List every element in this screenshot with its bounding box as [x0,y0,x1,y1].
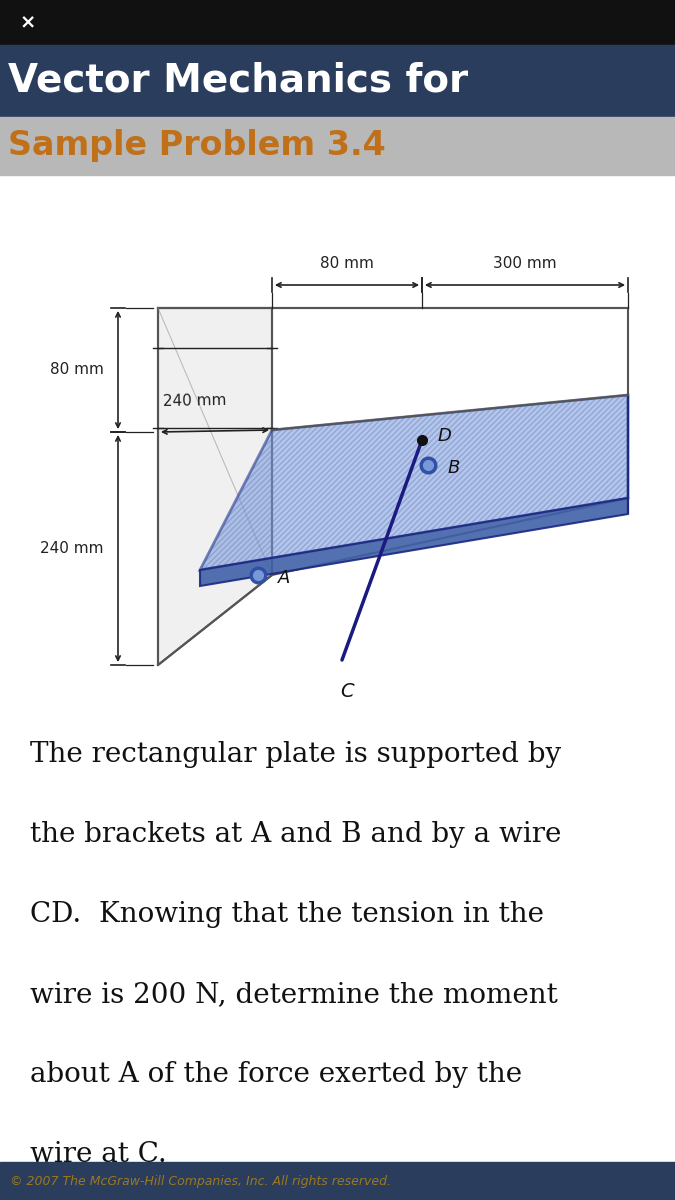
Text: 240 mm: 240 mm [163,392,227,409]
Polygon shape [200,498,628,586]
Text: wire is 200 N, determine the moment: wire is 200 N, determine the moment [30,982,558,1008]
Text: Vector Mechanics for: Vector Mechanics for [8,62,468,100]
Text: 80 mm: 80 mm [50,362,104,378]
Text: D: D [438,427,452,445]
Bar [0,44,675,116]
Text: about A of the force exerted by the: about A of the force exerted by the [30,1062,522,1088]
Bar [0,116,675,175]
Text: C: C [340,682,354,701]
Text: 80 mm: 80 mm [320,256,374,271]
Text: The rectangular plate is supported by: The rectangular plate is supported by [30,742,561,768]
Bar [0,1162,675,1200]
Text: the brackets at A and B and by a wire: the brackets at A and B and by a wire [30,822,562,848]
Polygon shape [200,395,628,570]
Text: 240 mm: 240 mm [40,541,104,556]
Text: 300 mm: 300 mm [493,256,557,271]
Text: © 2007 The McGraw-Hill Companies, Inc. All rights reserved.: © 2007 The McGraw-Hill Companies, Inc. A… [10,1175,391,1188]
Text: CD.  Knowing that the tension in the: CD. Knowing that the tension in the [30,901,544,929]
Text: B: B [448,458,460,476]
Text: wire at C.: wire at C. [30,1141,167,1169]
Text: A: A [278,569,290,587]
Text: Sample Problem 3.4: Sample Problem 3.4 [8,130,385,162]
Text: ×: × [20,13,36,32]
Polygon shape [158,308,272,665]
Bar [0,0,675,44]
